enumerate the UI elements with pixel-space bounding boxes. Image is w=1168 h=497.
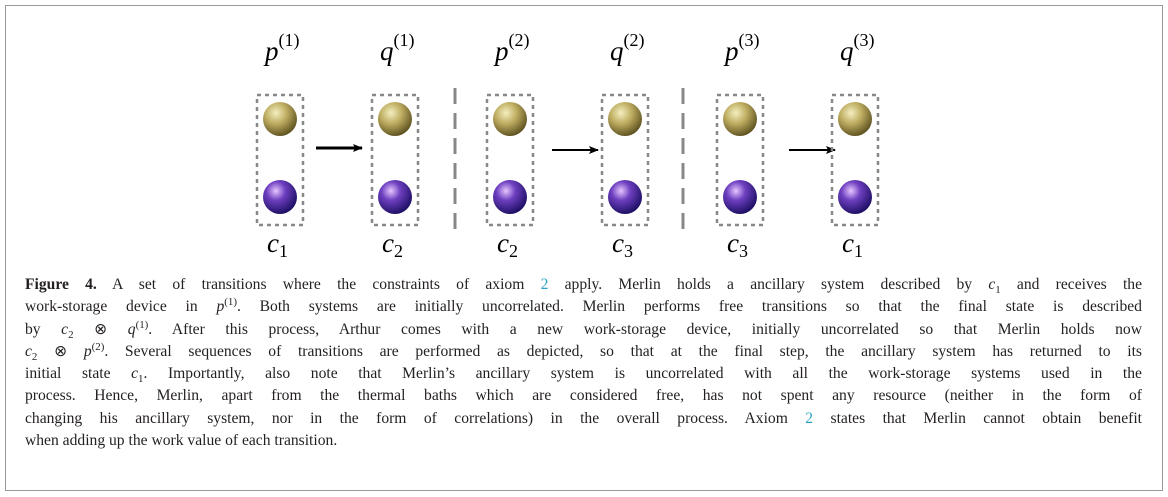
caption-line: changing his ancillary system, nor in th… xyxy=(25,408,1142,430)
ancilla-sub: 3 xyxy=(624,241,633,261)
math: c2 xyxy=(61,321,73,338)
caption-line: when adding up the work value of each tr… xyxy=(25,430,1142,452)
state-label: p(1) xyxy=(263,30,300,66)
state-base: q xyxy=(380,36,394,66)
ancillary-ball xyxy=(263,180,297,214)
ancillary-ball xyxy=(493,180,527,214)
caption-line: initial state c1. Importantly, also note… xyxy=(25,363,1142,385)
ancilla-sub: 2 xyxy=(394,241,403,261)
figure-label: Figure 4. xyxy=(25,276,97,293)
math: c2 xyxy=(25,343,37,360)
ancilla-label: c3 xyxy=(727,228,748,261)
math: c1 xyxy=(131,365,143,382)
caption-text: when adding up the work value of each tr… xyxy=(25,432,337,449)
state-sup: (3) xyxy=(739,30,760,51)
state-label: q(1) xyxy=(380,30,415,66)
ancilla-base: c xyxy=(382,228,394,258)
caption-text: . Both systems are initially uncorrelate… xyxy=(237,298,1142,315)
math-sup: (1) xyxy=(224,296,237,308)
caption-line: by c2 ⊗ q(1). After this process, Arthur… xyxy=(25,319,1142,341)
math-base: c xyxy=(25,343,32,360)
ancillary-ball xyxy=(378,180,412,214)
work-storage-ball xyxy=(378,102,412,136)
state-label: p(3) xyxy=(723,30,760,66)
caption-text: by xyxy=(25,321,61,338)
state-sup: (1) xyxy=(394,30,415,51)
state-sup: (1) xyxy=(279,30,300,51)
caption-text: changing his ancillary system, nor in th… xyxy=(25,410,805,427)
work-storage-ball xyxy=(608,102,642,136)
math-base: p xyxy=(84,343,92,360)
ancillary-ball xyxy=(608,180,642,214)
state-base: q xyxy=(840,36,854,66)
state-label: q(2) xyxy=(610,30,645,66)
work-storage-ball xyxy=(493,102,527,136)
caption-text: and receives the xyxy=(1001,276,1142,293)
ancilla-label: c3 xyxy=(612,228,633,261)
caption-text: . Importantly, also note that Merlin’s a… xyxy=(144,365,1142,382)
work-storage-ball xyxy=(723,102,757,136)
ancilla-base: c xyxy=(497,228,509,258)
math: p(1) xyxy=(216,298,237,315)
caption-text: work-storage device in xyxy=(25,298,216,315)
ancilla-sub: 1 xyxy=(854,241,863,261)
ancilla-label: c1 xyxy=(842,228,863,261)
caption-line: c2 ⊗ p(2). Several sequences of transiti… xyxy=(25,341,1142,363)
ancilla-sub: 3 xyxy=(739,241,748,261)
axiom-ref: 2 xyxy=(805,410,813,427)
ancilla-label: c2 xyxy=(382,228,403,261)
ancilla-sub: 1 xyxy=(279,241,288,261)
caption-text: . After this process, Arthur comes with … xyxy=(148,321,1142,338)
state-base: q xyxy=(610,36,624,66)
caption-text: A set of transitions where the constrain… xyxy=(97,276,541,293)
ancillary-ball xyxy=(723,180,757,214)
math: q(1) xyxy=(128,321,149,338)
caption-text: ⊗ xyxy=(37,343,83,360)
ancillary-ball xyxy=(838,180,872,214)
ancilla-sub: 2 xyxy=(509,241,518,261)
math-base: c xyxy=(131,365,138,382)
state-base: p xyxy=(263,36,279,66)
caption-text: states that Merlin cannot obtain benefit xyxy=(813,410,1142,427)
figure: p(1)c1q(1)c2p(2)c2q(2)c3p(3)c3q(3)c1 xyxy=(0,0,1168,270)
state-label: q(3) xyxy=(840,30,875,66)
ancilla-label: c1 xyxy=(267,228,288,261)
math: c1 xyxy=(988,276,1000,293)
caption-line: process. Hence, Merlin, apart from the t… xyxy=(25,385,1142,407)
caption-line: work-storage device in p(1). Both system… xyxy=(25,296,1142,318)
work-storage-ball xyxy=(838,102,872,136)
ancilla-base: c xyxy=(842,228,854,258)
ancilla-base: c xyxy=(612,228,624,258)
math: p(2) xyxy=(84,343,105,360)
math-base: q xyxy=(128,321,136,338)
work-storage-ball xyxy=(263,102,297,136)
state-sup: (2) xyxy=(509,30,530,51)
ancilla-base: c xyxy=(267,228,279,258)
ancilla-base: c xyxy=(727,228,739,258)
caption-text: process. Hence, Merlin, apart from the t… xyxy=(25,387,1142,404)
state-sup: (2) xyxy=(624,30,645,51)
caption-line: Figure 4. A set of transitions where the… xyxy=(25,274,1142,296)
state-base: p xyxy=(493,36,509,66)
math-sup: (1) xyxy=(136,318,149,330)
caption-text: ⊗ xyxy=(74,321,128,338)
state-base: p xyxy=(723,36,739,66)
caption-text: apply. Merlin holds a ancillary system d… xyxy=(548,276,988,293)
ancilla-label: c2 xyxy=(497,228,518,261)
math-sup: (2) xyxy=(92,341,105,353)
caption-text: initial state xyxy=(25,365,131,382)
state-sup: (3) xyxy=(854,30,875,51)
state-label: p(2) xyxy=(493,30,530,66)
caption-text: . Several sequences of transitions are p… xyxy=(104,343,1142,360)
caption: Figure 4. A set of transitions where the… xyxy=(25,274,1142,452)
